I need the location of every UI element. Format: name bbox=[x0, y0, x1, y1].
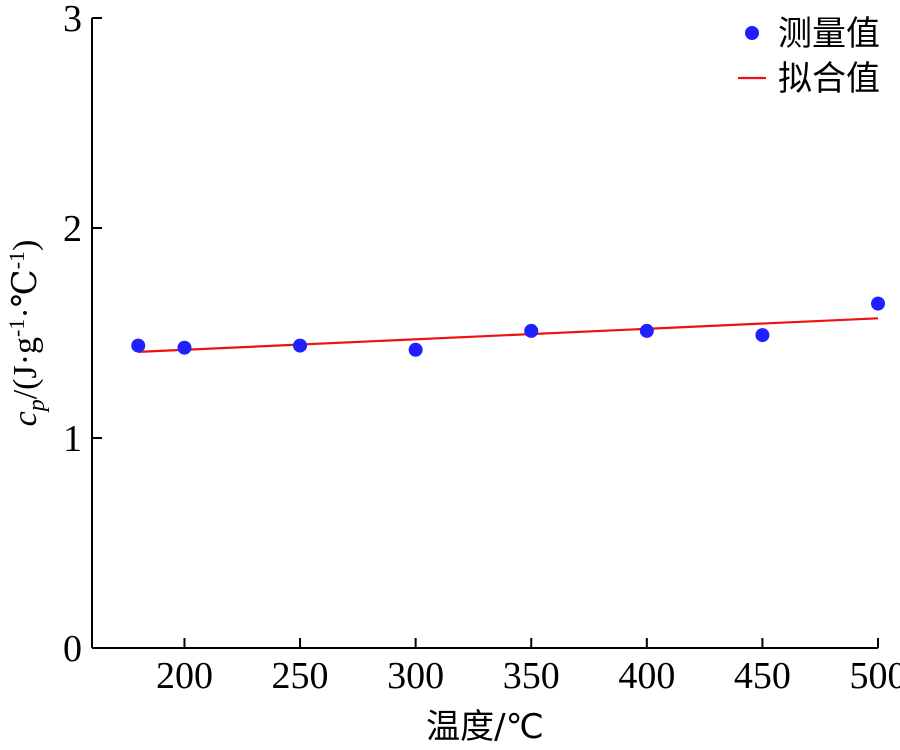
x-axis-label: 温度/℃ bbox=[426, 707, 544, 747]
y-label-subscript: p bbox=[24, 399, 50, 413]
data-point bbox=[871, 296, 885, 311]
x-tick-label: 200 bbox=[156, 655, 213, 697]
data-point bbox=[639, 323, 654, 338]
legend-label: 拟合值 bbox=[778, 59, 880, 99]
data-point bbox=[293, 338, 308, 353]
legend-swatch-marker bbox=[745, 26, 759, 40]
ticks: 0 1 2 3 200 250 300 350 400 450 500 bbox=[63, 0, 900, 697]
x-tick-label: 450 bbox=[734, 655, 791, 697]
x-tick-label: 400 bbox=[618, 655, 675, 697]
fit-line bbox=[138, 317, 879, 353]
y-label-mid: ·℃ bbox=[7, 269, 44, 318]
data-point bbox=[408, 342, 423, 357]
data-points bbox=[131, 296, 885, 357]
y-tick-label: 0 bbox=[63, 628, 82, 670]
y-tick-label: 3 bbox=[63, 0, 82, 40]
y-label-close: ) bbox=[7, 240, 44, 251]
y-tick-label: 1 bbox=[63, 418, 82, 460]
axes bbox=[91, 18, 878, 649]
y-label-exp2: -1 bbox=[4, 251, 29, 269]
data-point bbox=[177, 340, 192, 355]
y-label-exp1: -1 bbox=[4, 319, 29, 337]
y-label-unit: /(J·g bbox=[7, 337, 44, 399]
legend-label: 测量值 bbox=[778, 14, 880, 54]
x-tick-label: 250 bbox=[272, 655, 329, 697]
fit-line-group bbox=[138, 317, 879, 353]
data-point bbox=[524, 323, 539, 338]
x-tick-label: 350 bbox=[503, 655, 560, 697]
data-point bbox=[131, 338, 146, 353]
y-axis-label: cp/(J·g-1·℃-1) bbox=[4, 240, 50, 427]
x-tick-label: 500 bbox=[850, 655, 900, 697]
data-point bbox=[755, 328, 770, 343]
y-label-symbol: c bbox=[7, 411, 44, 426]
x-tick-label: 300 bbox=[387, 655, 444, 697]
y-tick-label: 2 bbox=[63, 208, 82, 250]
